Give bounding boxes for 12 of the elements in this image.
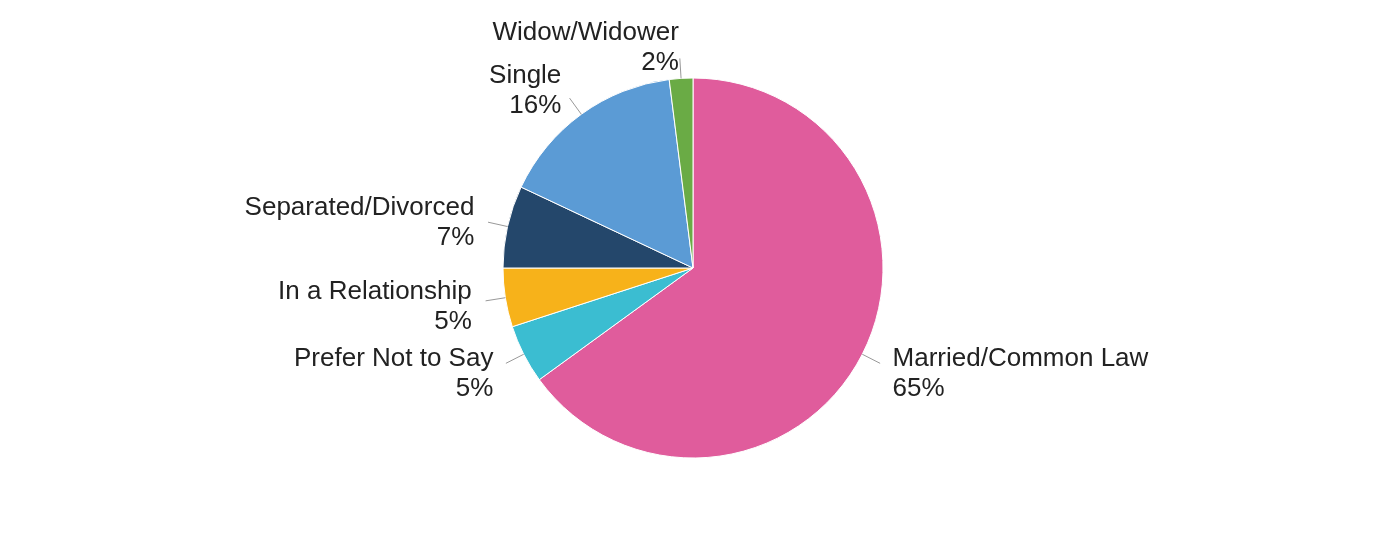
slice-label: Prefer Not to Say [293,341,494,372]
data-label: 7% [436,221,475,252]
slice-label: In a Relationship [278,275,472,306]
slice-label: Widow/Widower [492,16,680,47]
data-label: 16% [509,88,562,119]
data-label: 2% [641,46,679,77]
data-label: 5% [455,371,494,402]
slice-label: Separated/Divorced [244,191,475,222]
slice-label: Single [489,58,562,89]
data-label: 65% [892,371,945,402]
slice-label: Married/Common Law [892,341,1149,372]
data-label: 5% [434,305,472,336]
